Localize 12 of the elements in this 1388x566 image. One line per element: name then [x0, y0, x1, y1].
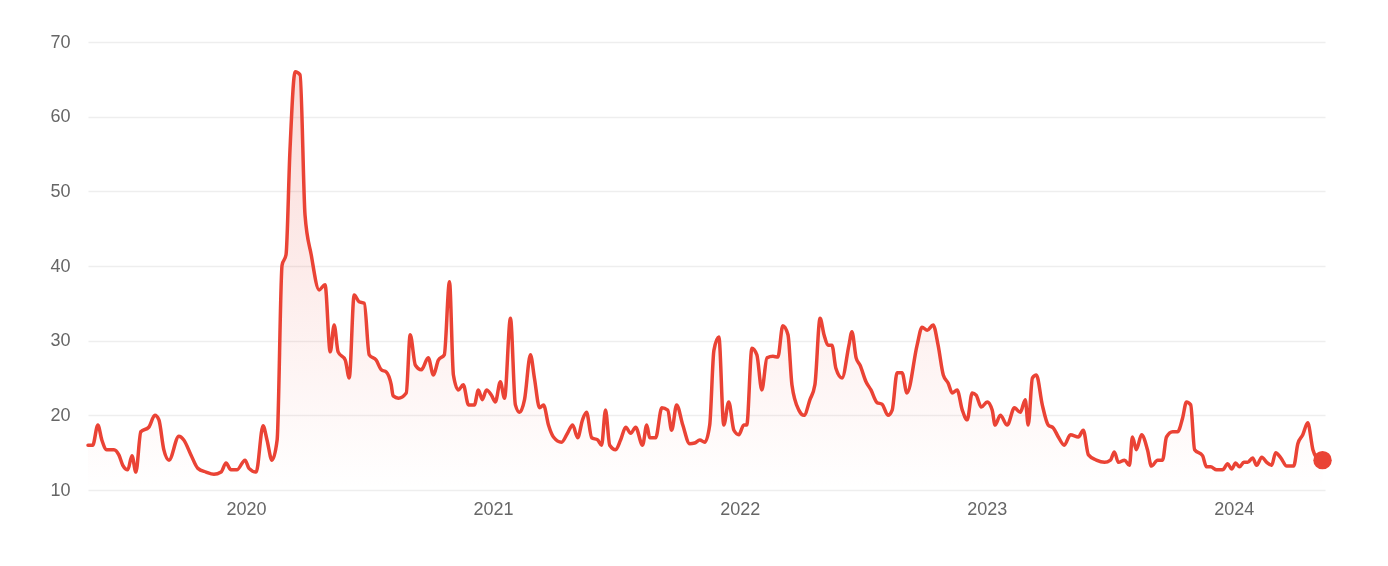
y-tick-label: 40: [50, 255, 71, 276]
y-tick-label: 10: [50, 479, 71, 500]
x-tick-label: 2023: [967, 498, 1008, 519]
x-tick-label: 2024: [1214, 498, 1255, 519]
y-tick-label: 70: [50, 31, 71, 52]
y-tick-label: 60: [50, 106, 71, 127]
x-tick-label: 2021: [473, 498, 514, 519]
x-tick-label: 2020: [226, 498, 267, 519]
x-tick-label: 2022: [720, 498, 761, 519]
y-tick-label: 50: [50, 180, 71, 201]
y-tick-label: 30: [50, 330, 71, 351]
y-tick-label: 20: [50, 404, 71, 425]
